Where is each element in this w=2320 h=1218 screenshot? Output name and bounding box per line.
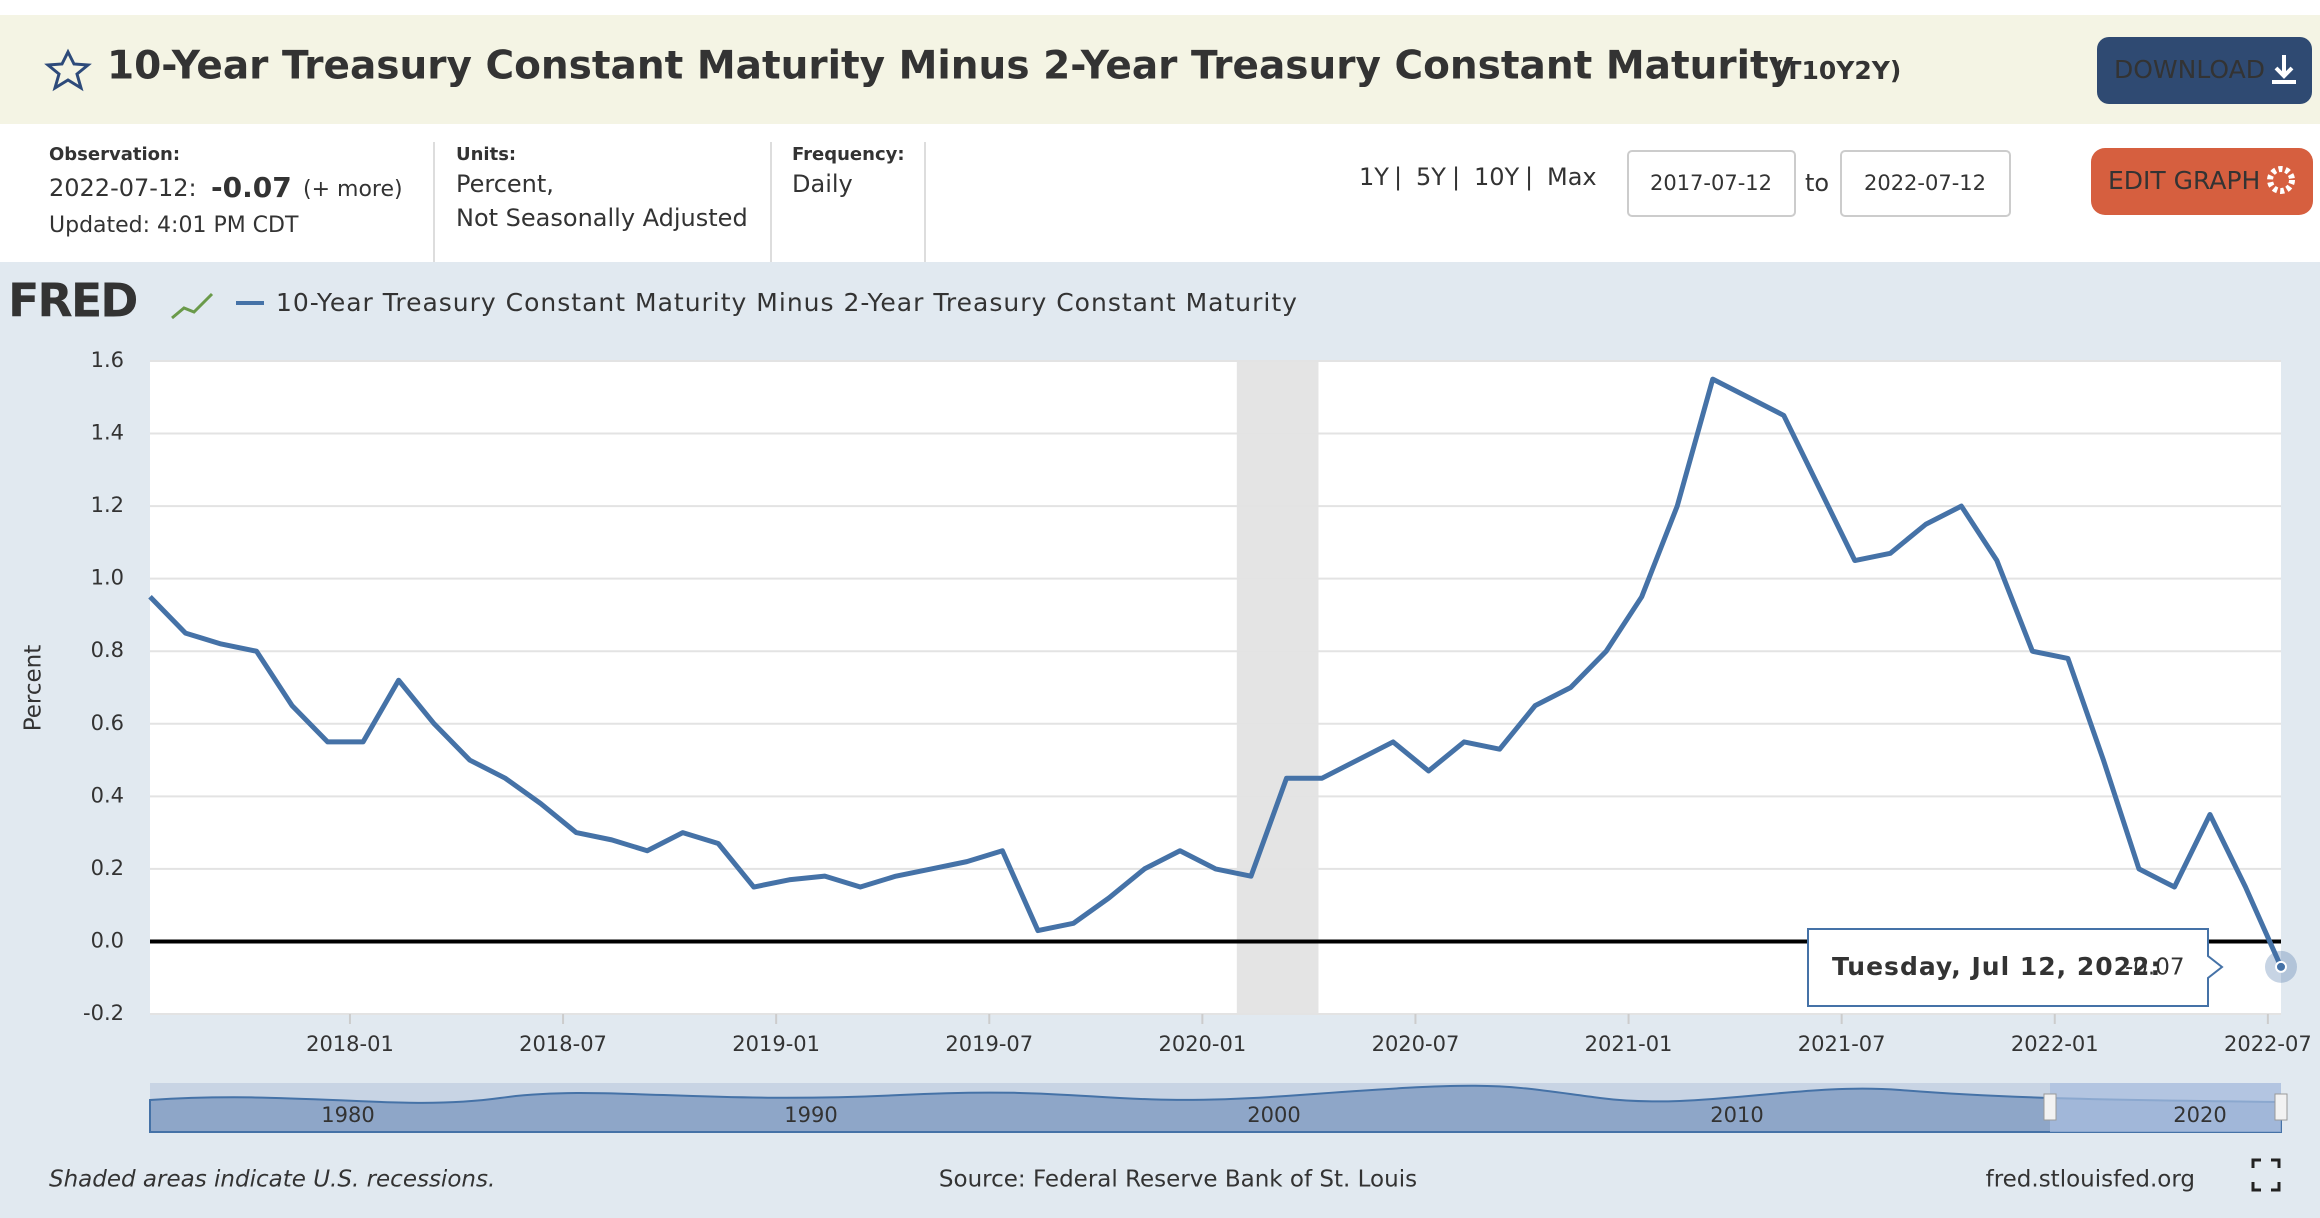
x-tick-label: 2022-01: [2011, 1032, 2099, 1056]
units-label: Units:: [456, 144, 516, 165]
download-button[interactable]: [2097, 37, 2312, 104]
observation-label: Observation:: [49, 144, 180, 165]
y-tick-label: 0.6: [91, 711, 124, 735]
x-tick-label: 2020-07: [1372, 1032, 1460, 1056]
series-line: [148, 376, 2284, 968]
range-button: 10Y: [1474, 163, 1520, 191]
navigator-series: [149, 1084, 2282, 1133]
x-tick-label: 2021-01: [1585, 1032, 1673, 1056]
range-button: 1Y: [1359, 163, 1389, 191]
x-tick-label: 2018-01: [306, 1032, 394, 1056]
navigator-handle[interactable]: [2043, 1093, 2057, 1121]
range-button: Max: [1547, 163, 1597, 191]
hover-point: [2275, 960, 2287, 973]
observation-value: -0.07: [211, 171, 292, 204]
navigator-label: 1990: [784, 1103, 837, 1127]
y-tick-label: 1.0: [91, 566, 124, 590]
y-axis-label: Percent: [21, 645, 47, 732]
date-to-label: to: [1805, 169, 1829, 197]
download-icon: [2272, 55, 2296, 84]
x-tick-label: 2022-07: [2224, 1032, 2312, 1056]
recession-note: Shaded areas indicate U.S. recessions.: [49, 1167, 495, 1193]
logo-graph: [171, 292, 214, 320]
frequency-label: Frequency:: [792, 144, 905, 165]
navigator-label: 2020: [2173, 1103, 2226, 1127]
y-tick-label: -0.2: [83, 1001, 124, 1025]
range-separator: |: [1452, 163, 1460, 191]
navigator-handle[interactable]: [2274, 1093, 2288, 1121]
header-band: [0, 15, 2320, 124]
units-line: Not Seasonally Adjusted: [456, 204, 748, 232]
range-separator: |: [1394, 163, 1402, 191]
updated: Updated: 4:01 PM CDT: [49, 213, 299, 238]
date-from-input[interactable]: [1627, 150, 1796, 217]
y-tick-label: 0.4: [91, 783, 124, 807]
observation-date: 2022-07-12:: [49, 174, 197, 202]
tooltip-date: Tuesday, Jul 12, 2022:: [1832, 952, 2161, 981]
gear-icon: [2267, 166, 2295, 194]
y-tick-label: 1.4: [91, 421, 124, 445]
download-label: DOWNLOAD: [2114, 55, 2265, 84]
site: fred.stlouisfed.org: [1986, 1167, 2195, 1193]
y-tick-label: 0.2: [91, 856, 124, 880]
tooltip-box: [1807, 928, 2224, 1007]
navigator-label: 2000: [1247, 1103, 1300, 1127]
fred-logo: FRED: [8, 274, 136, 328]
x-tick-label: 2018-07: [519, 1032, 607, 1056]
plot-area: [150, 361, 2281, 1014]
edit-graph-label: EDIT GRAPH: [2108, 166, 2260, 195]
page-title: 10-Year Treasury Constant Maturity Minus…: [107, 44, 1794, 89]
x-tick-label: 2020-01: [1158, 1032, 1246, 1056]
observation-more: (+ more): [303, 177, 403, 202]
range-separator: |: [1525, 163, 1533, 191]
y-tick-label: 0.8: [91, 638, 124, 662]
range-button: 5Y: [1416, 163, 1446, 191]
star-icon[interactable]: [44, 48, 92, 92]
navigator-label: 2010: [1710, 1103, 1763, 1127]
x-tick-label: 2019-01: [732, 1032, 820, 1056]
source: Source: Federal Reserve Bank of St. Loui…: [939, 1167, 1417, 1193]
date-to: 2022-07-12: [1864, 171, 1986, 195]
tooltip-value: -0.07: [2125, 955, 2185, 981]
date-from: 2017-07-12: [1650, 171, 1772, 195]
y-tick-label: 0.0: [91, 928, 124, 952]
date-to-input[interactable]: [1840, 150, 2011, 217]
units-line: Percent,: [456, 170, 554, 198]
navigator-window[interactable]: [2050, 1083, 2281, 1132]
x-tick-label: 2019-07: [945, 1032, 1033, 1056]
y-tick-label: 1.2: [91, 493, 124, 517]
fullscreen-icon[interactable]: [2251, 1158, 2281, 1192]
series-id: (T10Y2Y): [1773, 56, 1901, 85]
frequency-value: Daily: [792, 170, 853, 198]
recession-shade: [1236, 361, 1319, 1014]
edit-graph-button[interactable]: [2091, 148, 2313, 215]
x-tick-label: 2021-07: [1798, 1032, 1886, 1056]
legend-label: 10-Year Treasury Constant Maturity Minus…: [276, 288, 1298, 317]
y-tick-label: 1.6: [91, 348, 124, 372]
navigator-label: 1980: [321, 1103, 374, 1127]
